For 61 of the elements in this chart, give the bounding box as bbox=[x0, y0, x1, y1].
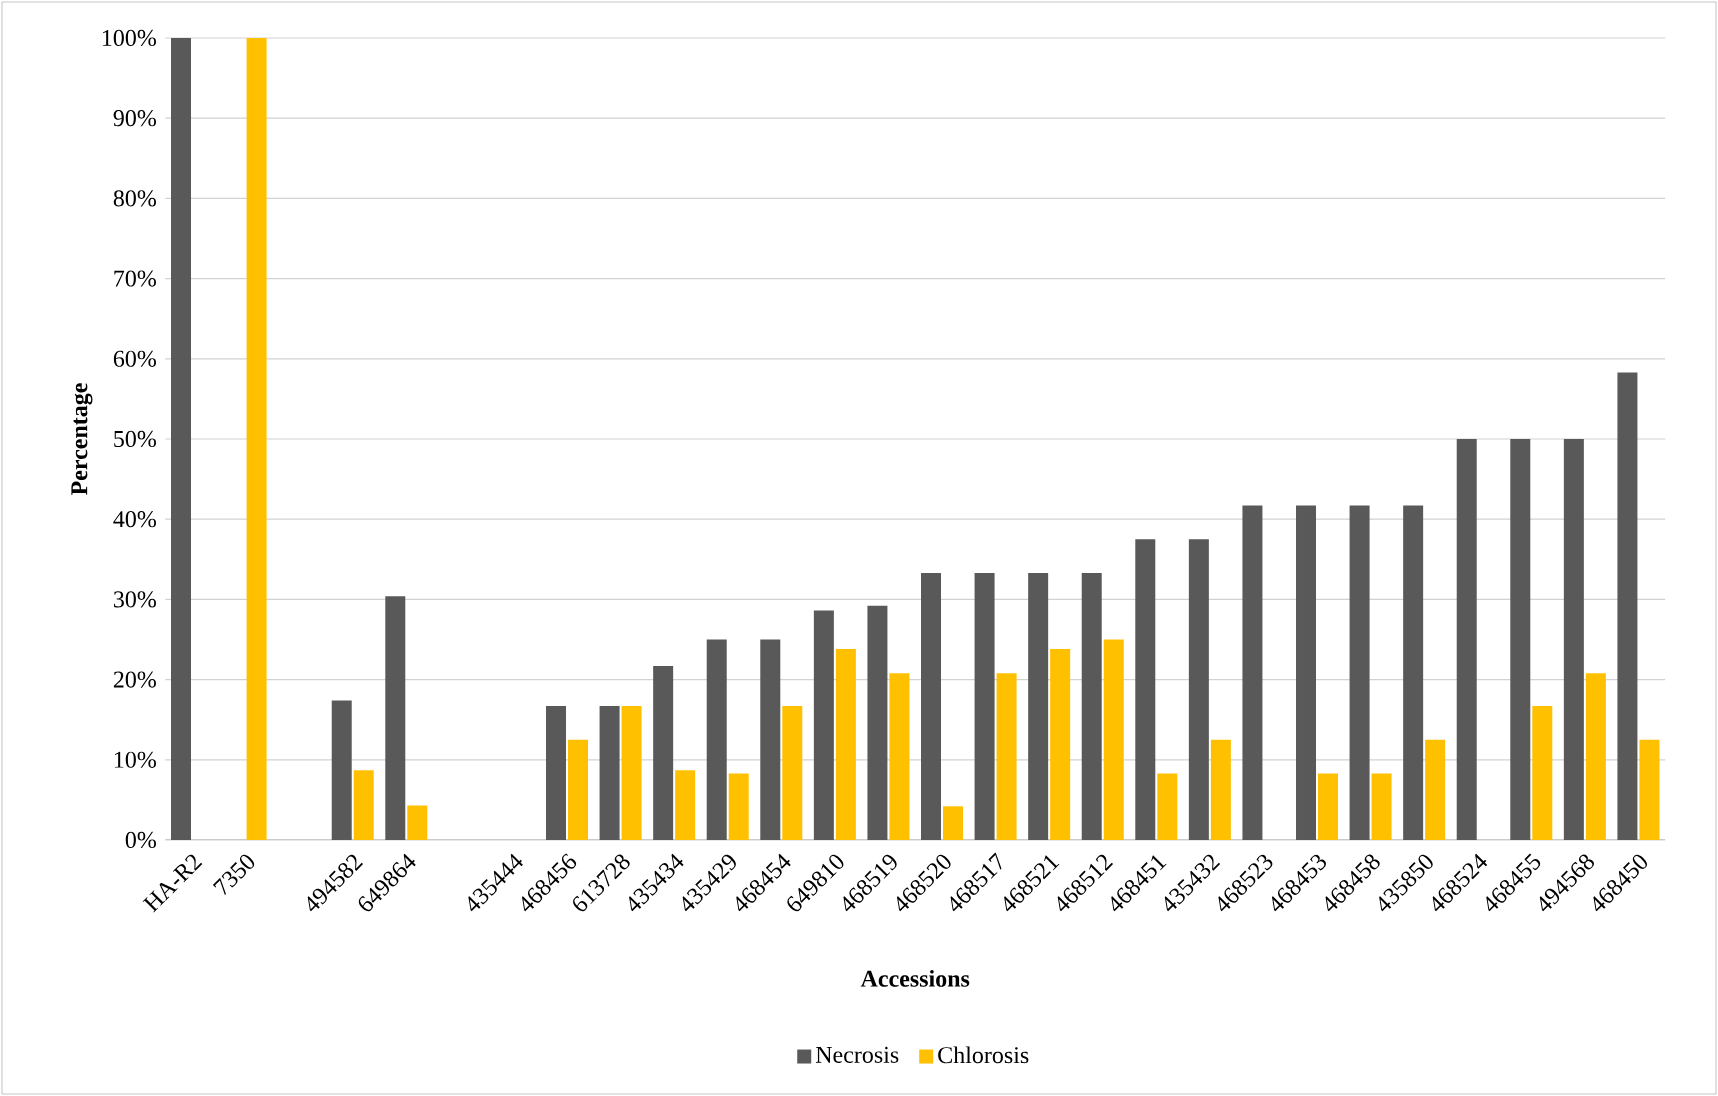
y-tick-label: 30% bbox=[113, 591, 156, 608]
bar bbox=[568, 739, 588, 840]
bar bbox=[974, 572, 995, 840]
bar bbox=[1403, 505, 1424, 840]
bar bbox=[728, 773, 749, 840]
bar bbox=[171, 37, 192, 840]
bar bbox=[706, 639, 727, 840]
bar bbox=[246, 37, 267, 840]
y-tick-label: 60% bbox=[113, 350, 156, 367]
y-axis-title: Percentage bbox=[71, 383, 93, 495]
y-tick-label: 10% bbox=[114, 751, 156, 768]
y-tick-label: 80% bbox=[113, 190, 156, 207]
bar bbox=[1135, 539, 1156, 840]
bar bbox=[1157, 773, 1178, 840]
bar bbox=[835, 649, 856, 840]
bar bbox=[1456, 438, 1477, 840]
bar bbox=[385, 596, 406, 840]
bar bbox=[331, 700, 352, 840]
bar bbox=[1617, 372, 1638, 840]
legend-label: Necrosis bbox=[815, 1046, 899, 1063]
bar bbox=[1563, 438, 1584, 840]
legend-label: Chlorosis bbox=[938, 1046, 1029, 1064]
x-axis-title: Accessions bbox=[860, 969, 970, 987]
bar bbox=[1210, 739, 1231, 840]
y-tick-label: 0% bbox=[125, 831, 156, 849]
bar bbox=[1639, 739, 1660, 840]
bar bbox=[653, 665, 674, 840]
bar bbox=[760, 639, 781, 840]
bar bbox=[1028, 572, 1049, 840]
y-tick-label: 100% bbox=[102, 29, 156, 47]
bar bbox=[1081, 572, 1102, 840]
bar bbox=[1425, 739, 1446, 840]
bar bbox=[1585, 673, 1606, 840]
bar bbox=[1510, 438, 1531, 840]
y-tick-label: 70% bbox=[114, 270, 156, 287]
bar bbox=[1532, 706, 1553, 840]
y-tick-label: 50% bbox=[114, 430, 156, 448]
bar bbox=[996, 673, 1017, 840]
bar bbox=[1296, 505, 1317, 840]
bar bbox=[867, 605, 888, 840]
bar bbox=[1103, 639, 1124, 840]
bar bbox=[1242, 505, 1263, 840]
bar bbox=[407, 805, 428, 840]
bar bbox=[889, 673, 910, 840]
y-tick-label: 20% bbox=[113, 671, 156, 688]
bar bbox=[1349, 505, 1370, 840]
bar bbox=[943, 806, 963, 840]
bar bbox=[353, 770, 374, 840]
bar bbox=[1318, 773, 1338, 840]
bar bbox=[1188, 539, 1209, 840]
y-tick-label: 40% bbox=[113, 511, 156, 528]
bar bbox=[921, 572, 942, 840]
bar bbox=[621, 706, 642, 840]
bar bbox=[1371, 773, 1392, 840]
y-tick-label: 90% bbox=[113, 110, 156, 127]
bar bbox=[782, 706, 803, 840]
bar bbox=[599, 706, 620, 840]
bar bbox=[813, 610, 834, 840]
bar bbox=[675, 770, 696, 840]
bar bbox=[1050, 649, 1071, 840]
bar bbox=[546, 706, 567, 840]
